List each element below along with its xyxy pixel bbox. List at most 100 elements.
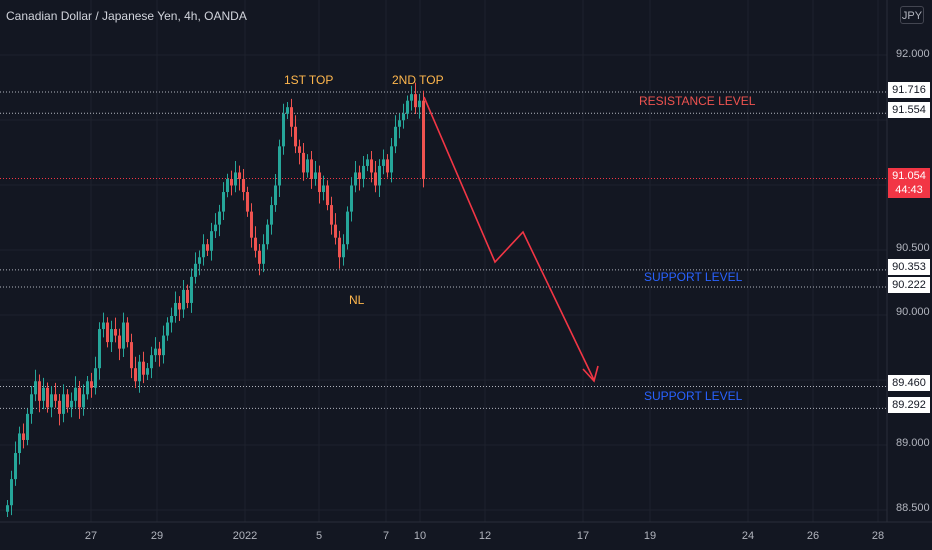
x-tick-12: 12 bbox=[478, 530, 492, 542]
candle-body bbox=[134, 368, 137, 382]
support-level-label-upper: SUPPORT LEVEL bbox=[644, 270, 743, 284]
candle-body bbox=[342, 244, 345, 258]
candle-body bbox=[330, 205, 333, 225]
candle-body bbox=[230, 178, 233, 186]
candles bbox=[6, 82, 425, 517]
price-tag-support-d: 89.292 bbox=[888, 397, 930, 413]
price-tag-support-a: 90.353 bbox=[888, 259, 930, 275]
candle-body bbox=[190, 276, 193, 303]
candle-body bbox=[54, 394, 57, 401]
candle-body bbox=[106, 322, 109, 343]
candle-body bbox=[350, 185, 353, 212]
candle-body bbox=[398, 120, 401, 127]
candle-body bbox=[138, 361, 141, 382]
candle-body bbox=[110, 329, 113, 343]
first-top-label: 1ST TOP bbox=[284, 73, 334, 87]
candle-body bbox=[410, 94, 413, 101]
candle-body bbox=[378, 165, 381, 186]
candle-body bbox=[114, 329, 117, 336]
candle-body bbox=[158, 348, 161, 356]
candle-body bbox=[354, 172, 357, 186]
candle-body bbox=[86, 381, 89, 395]
x-tick-17: 17 bbox=[576, 530, 590, 542]
candle-body bbox=[274, 185, 277, 206]
candle-body bbox=[374, 172, 377, 186]
price-tag-support-b: 90.222 bbox=[888, 277, 930, 293]
projection-arrow bbox=[423, 96, 595, 381]
candle-body bbox=[266, 224, 269, 245]
candle-body bbox=[170, 316, 173, 323]
currency-button[interactable]: JPY bbox=[900, 6, 924, 24]
x-tick-7: 7 bbox=[382, 530, 390, 542]
candle-body bbox=[198, 257, 201, 264]
candle-body bbox=[98, 329, 101, 369]
candle-body bbox=[278, 146, 281, 186]
x-tick-2022: 2022 bbox=[232, 530, 258, 542]
candle-body bbox=[362, 165, 365, 179]
candle-body bbox=[74, 387, 77, 401]
candle-body bbox=[422, 100, 425, 179]
second-top-label: 2ND TOP bbox=[392, 73, 444, 87]
candle-body bbox=[338, 237, 341, 258]
x-tick-10: 10 bbox=[413, 530, 427, 542]
last-price-tag: 91.054 44:43 bbox=[888, 168, 930, 198]
candle-body bbox=[418, 100, 421, 108]
y-tick-88500: 88.500 bbox=[896, 502, 930, 514]
candle-body bbox=[46, 387, 49, 408]
bar-countdown: 44:43 bbox=[895, 184, 923, 196]
candle-body bbox=[346, 211, 349, 245]
candle-body bbox=[42, 387, 45, 401]
candle-body bbox=[306, 159, 309, 173]
candle-body bbox=[182, 289, 185, 310]
candle-body bbox=[246, 192, 249, 212]
candle-body bbox=[406, 100, 409, 114]
candle-body bbox=[26, 413, 29, 440]
candle-body bbox=[58, 400, 61, 414]
x-tick-29: 29 bbox=[150, 530, 164, 542]
horizontal-levels bbox=[0, 91, 887, 409]
candle-body bbox=[358, 172, 361, 179]
candle-body bbox=[194, 263, 197, 277]
candle-body bbox=[150, 355, 153, 369]
candle-body bbox=[238, 172, 241, 179]
candle-body bbox=[34, 381, 37, 395]
candle-body bbox=[118, 335, 121, 349]
candle-body bbox=[226, 178, 229, 193]
candle-body bbox=[386, 159, 389, 173]
candle-body bbox=[250, 211, 253, 238]
price-tag-resistance-upper: 91.716 bbox=[888, 82, 930, 98]
candle-body bbox=[210, 231, 213, 251]
candle-body bbox=[394, 126, 397, 147]
candle-body bbox=[290, 107, 293, 127]
candle-body bbox=[130, 342, 133, 369]
candle-body bbox=[126, 322, 129, 343]
candle-body bbox=[122, 322, 125, 349]
x-tick-28: 28 bbox=[871, 530, 885, 542]
candle-body bbox=[30, 394, 33, 414]
candle-body bbox=[202, 244, 205, 258]
candle-body bbox=[414, 94, 417, 108]
candle-body bbox=[82, 394, 85, 408]
candle-body bbox=[142, 361, 145, 375]
candle-body bbox=[326, 185, 329, 206]
y-tick-89000: 89.000 bbox=[896, 437, 930, 449]
x-tick-26: 26 bbox=[806, 530, 820, 542]
candle-body bbox=[402, 113, 405, 121]
candle-body bbox=[22, 433, 25, 440]
candle-body bbox=[382, 159, 385, 166]
candle-body bbox=[14, 453, 17, 480]
candle-body bbox=[286, 107, 289, 114]
candle-body bbox=[178, 302, 181, 310]
candle-body bbox=[154, 348, 157, 356]
candle-body bbox=[322, 185, 325, 193]
neckline-label: NL bbox=[349, 293, 365, 307]
candle-body bbox=[66, 394, 69, 408]
y-tick-90000: 90.000 bbox=[896, 306, 930, 318]
candle-body bbox=[94, 368, 97, 388]
y-tick-92000: 92.000 bbox=[896, 48, 930, 60]
candle-body bbox=[62, 394, 65, 414]
grid bbox=[0, 0, 887, 522]
candle-body bbox=[38, 381, 41, 401]
candle-body bbox=[174, 302, 177, 316]
